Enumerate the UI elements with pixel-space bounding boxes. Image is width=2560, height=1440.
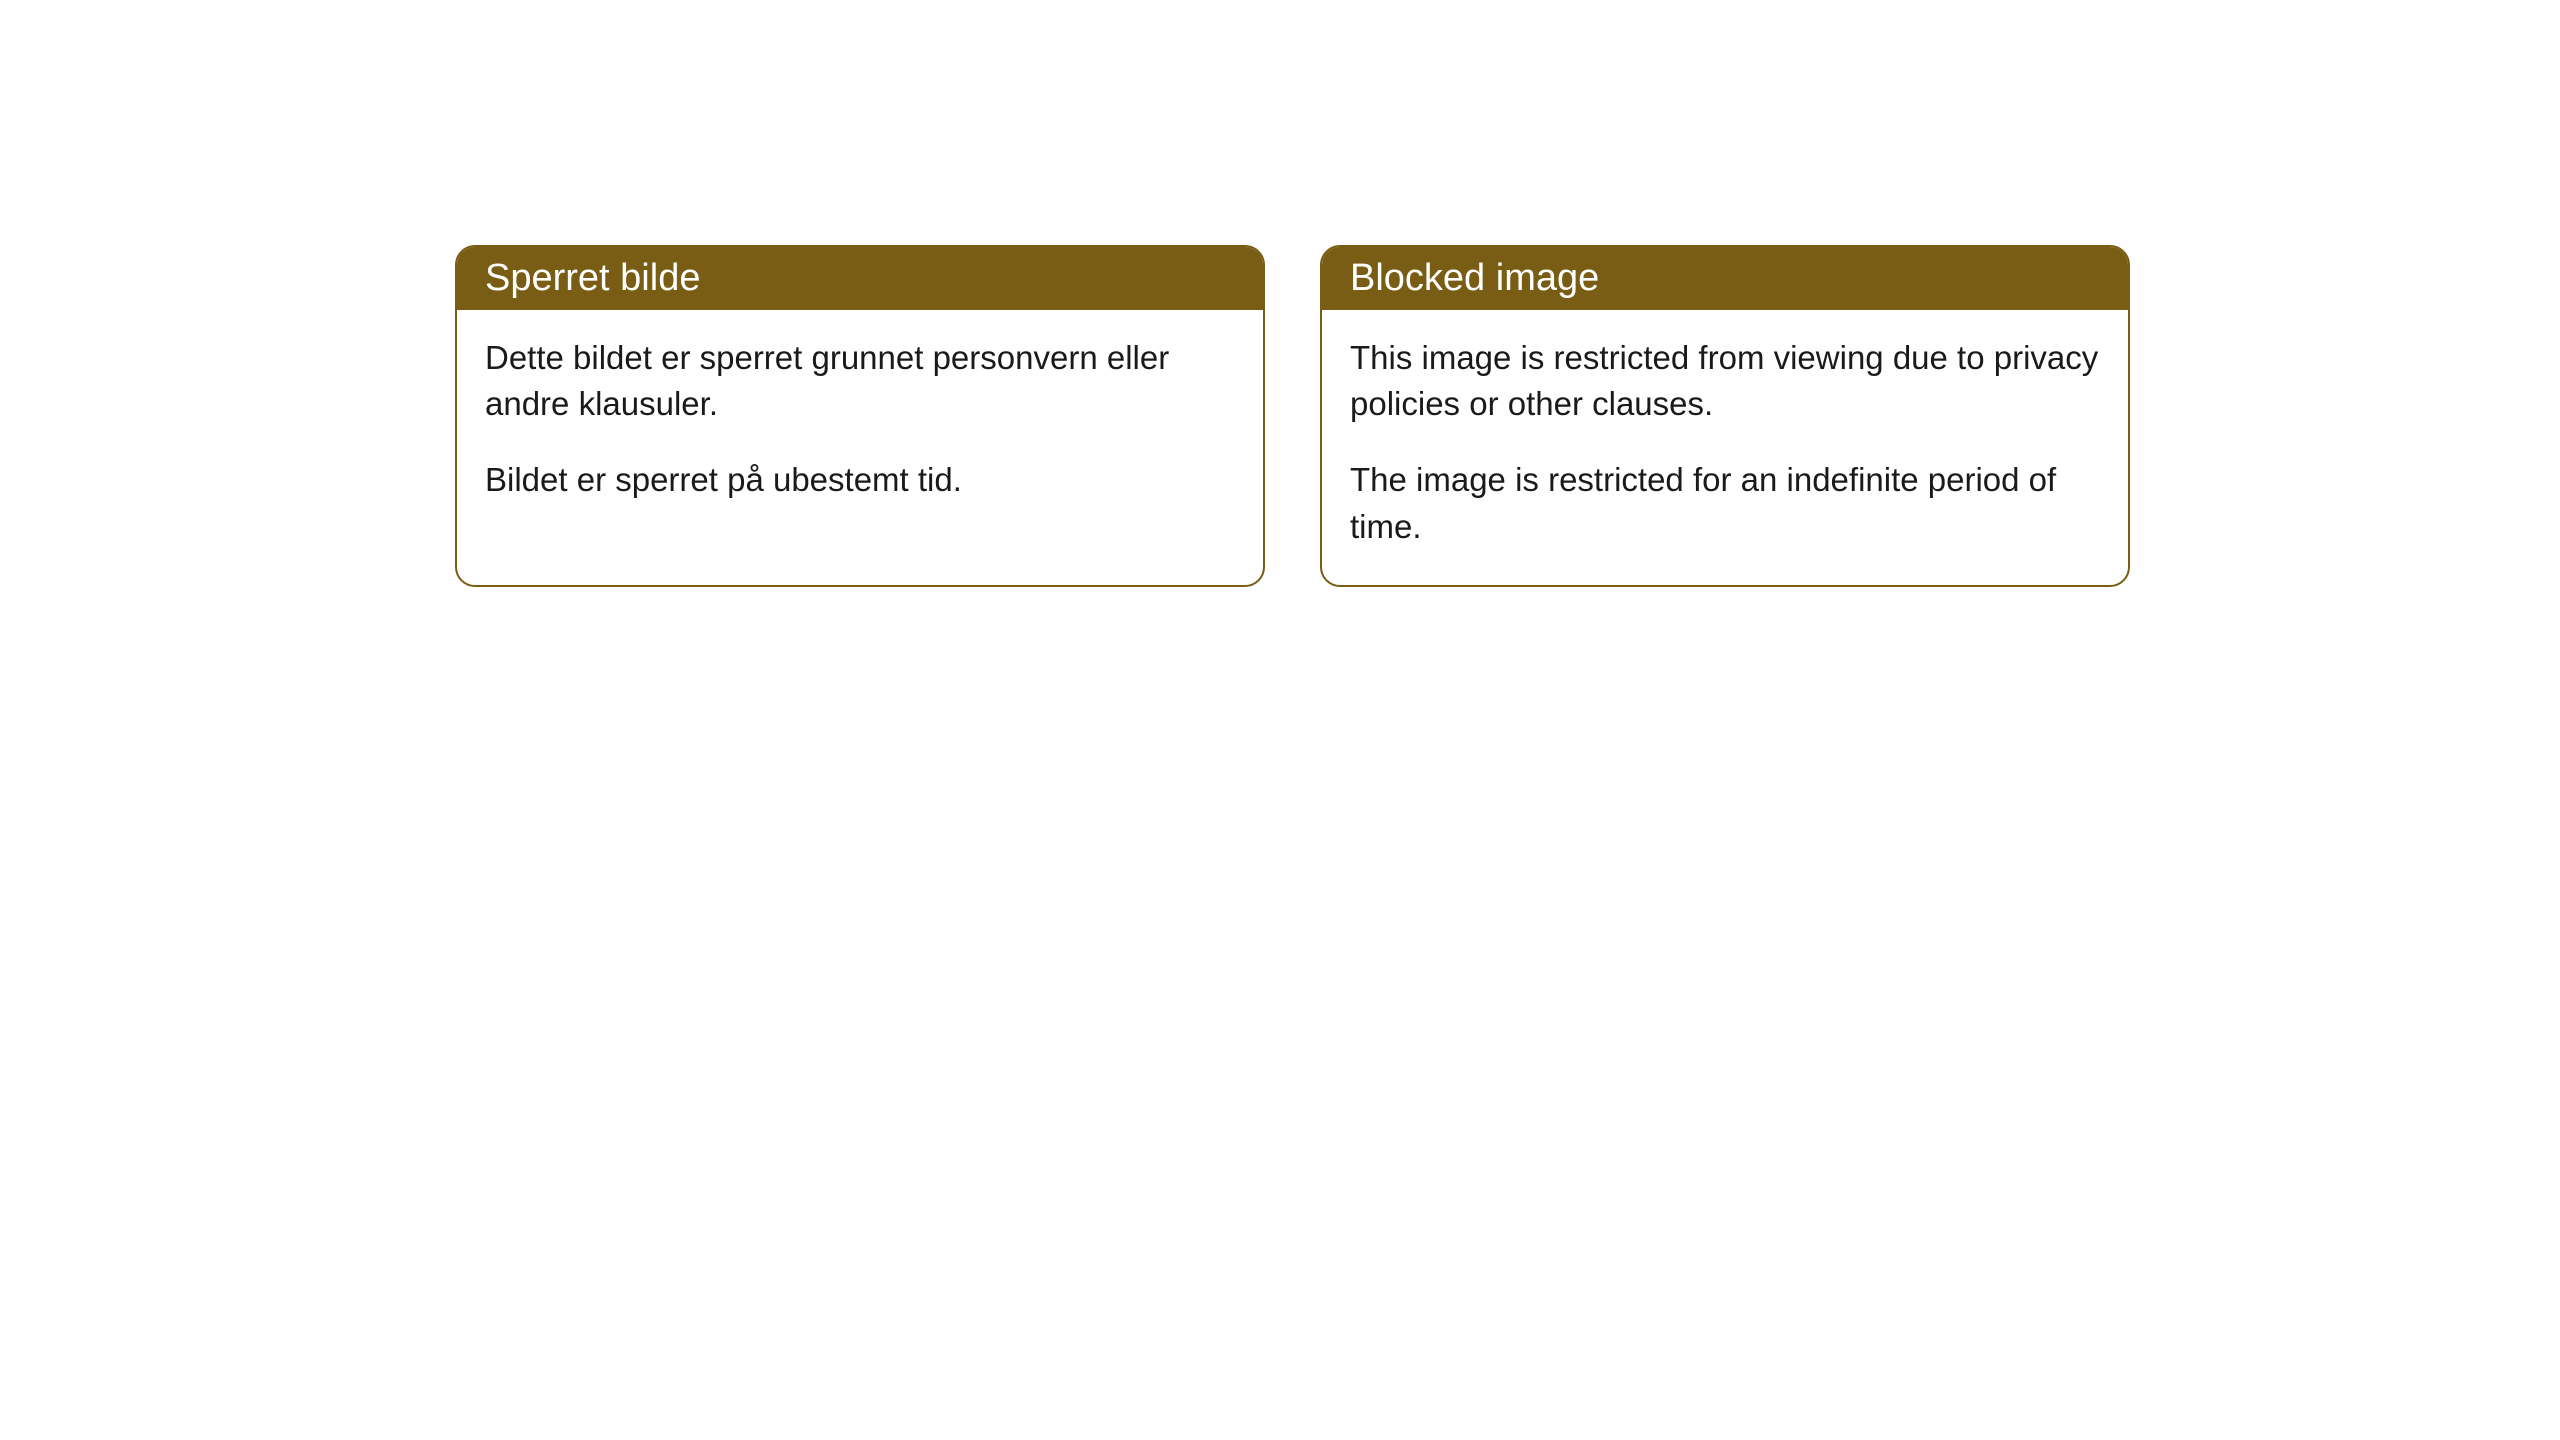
card-title: Blocked image — [1350, 257, 1599, 299]
notice-card-norwegian: Sperret bilde Dette bildet er sperret gr… — [455, 245, 1265, 587]
notice-card-english: Blocked image This image is restricted f… — [1320, 245, 2130, 587]
card-title: Sperret bilde — [485, 257, 700, 299]
card-body: This image is restricted from viewing du… — [1322, 310, 2128, 585]
card-header: Blocked image — [1322, 247, 2128, 310]
card-paragraph: Dette bildet er sperret grunnet personve… — [485, 335, 1235, 427]
notice-cards-container: Sperret bilde Dette bildet er sperret gr… — [455, 245, 2560, 587]
card-paragraph: This image is restricted from viewing du… — [1350, 335, 2100, 427]
card-paragraph: Bildet er sperret på ubestemt tid. — [485, 457, 1235, 503]
card-body: Dette bildet er sperret grunnet personve… — [457, 310, 1263, 539]
card-paragraph: The image is restricted for an indefinit… — [1350, 457, 2100, 549]
card-header: Sperret bilde — [457, 247, 1263, 310]
